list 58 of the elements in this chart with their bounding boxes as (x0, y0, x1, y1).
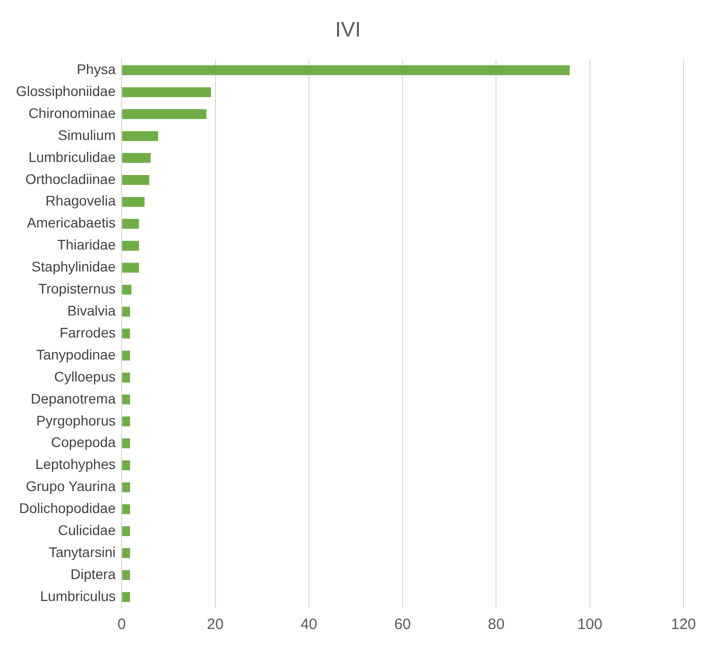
y-tick-label: Culicidae (58, 522, 116, 538)
bar (122, 131, 158, 141)
y-tick-label: Farrodes (60, 324, 116, 340)
y-tick-label: Thiaridae (57, 236, 116, 253)
y-tick-label: Cylloepus (54, 368, 116, 384)
x-tick-label: 60 (394, 616, 411, 634)
bar (122, 284, 132, 295)
y-tick-label: Pyrgophorus (36, 412, 116, 428)
x-tick-label: 0 (117, 616, 126, 634)
y-tick-label: Bivalvia (67, 302, 116, 319)
bar (122, 460, 130, 470)
y-tick-label: Dolichopodidae (19, 500, 116, 516)
y-tick-label: Orthocladiinae (25, 170, 116, 187)
chart-title: IVI (335, 18, 361, 42)
y-tick-label: Glossiphoniidae (16, 82, 116, 99)
bar (122, 350, 130, 360)
y-tick-label: Staphylinidae (32, 258, 116, 275)
bar (122, 306, 130, 317)
bar (122, 548, 130, 558)
y-tick-label: Copepoda (50, 434, 116, 450)
bar (122, 240, 139, 251)
x-tick-label: 80 (488, 616, 505, 634)
bar (122, 482, 130, 492)
x-tick-label: 20 (206, 616, 224, 634)
y-tick-label: Americabaetis (26, 214, 116, 231)
y-tick-label: Rhagovelia (46, 192, 116, 209)
y-tick-label: Chironominae (28, 104, 116, 121)
y-tick-label: Grupo Yaurina (26, 478, 116, 494)
x-tick-label: 100 (577, 616, 602, 634)
bar (122, 196, 145, 207)
bar (122, 526, 130, 536)
y-tick-label: Tanypodinae (36, 346, 116, 362)
y-tick-label: Physa (76, 61, 116, 78)
y-tick-label: Depanotrema (30, 390, 116, 406)
bar (122, 592, 130, 602)
bar (122, 153, 151, 163)
y-tick-label: Tanytarsini (48, 544, 116, 560)
bar (122, 218, 139, 229)
y-tick-label: Diptera (70, 566, 116, 582)
bar (122, 65, 570, 76)
bar (122, 570, 130, 580)
bar (122, 87, 212, 98)
bar (122, 416, 130, 426)
bar (122, 174, 150, 185)
y-tick-label: Lumbriculus (40, 588, 116, 604)
bar (122, 328, 130, 339)
y-tick-label: Tropisternus (38, 280, 116, 297)
bar (122, 109, 206, 120)
x-tick-label: 120 (670, 616, 696, 634)
bar (122, 262, 139, 273)
bar (122, 438, 130, 448)
y-tick-label: Lumbriculidae (28, 148, 116, 165)
bar (122, 372, 130, 382)
x-tick-label: 40 (300, 616, 318, 634)
bar (122, 394, 130, 404)
bar (122, 504, 130, 514)
y-tick-label: Simulium (58, 126, 116, 143)
y-tick-label: Leptohyphes (35, 456, 116, 472)
